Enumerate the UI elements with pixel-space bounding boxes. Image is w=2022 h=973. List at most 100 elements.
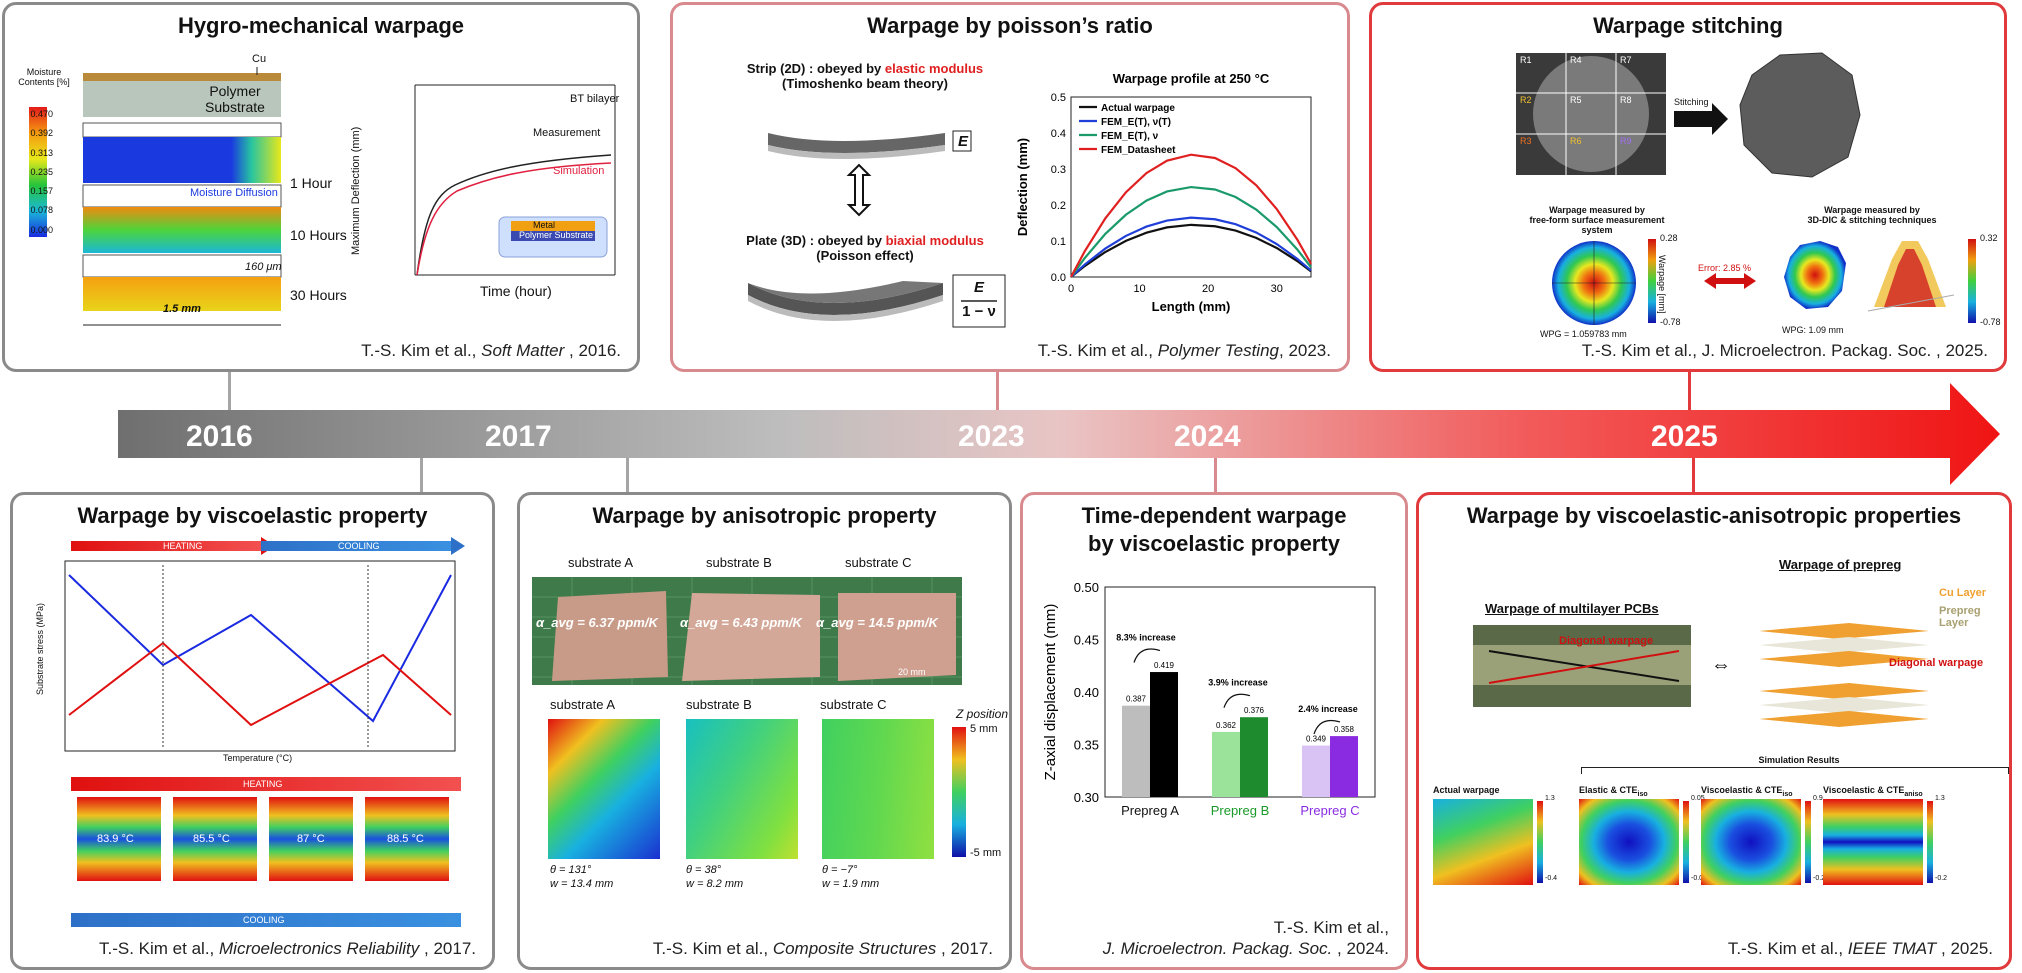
substrate-C-label: substrate C (845, 555, 912, 570)
theta-w-A: θ = 131° w = 13.4 mm (550, 864, 614, 890)
y-axis-label: Z-axial displacement (mm) (1042, 604, 1059, 781)
simulation-results-label: Simulation Results (1758, 755, 1840, 765)
temperature-x-label: Temperature (°C) (223, 753, 293, 763)
heating-bar (71, 777, 461, 791)
panel-title: Warpage by viscoelastic property (77, 503, 428, 528)
increase-arrow (1313, 719, 1341, 735)
heating-bar-label: HEATING (243, 779, 283, 789)
m1-bottom-value: -0.78 (1660, 317, 1681, 327)
category-label: Prepreg C (1300, 803, 1359, 818)
scale-bar-label: 20 mm (898, 667, 926, 677)
z-displacement-chart: 0.30 0.35 0.40 0.45 0.50 Z-axial displacement… (1042, 580, 1376, 818)
y-tick-label: 0.5 (1051, 92, 1066, 104)
sim-colorbar-bottom: -0.2 (1813, 875, 1826, 882)
y-tick-label: 0.35 (1074, 738, 1099, 753)
connector (420, 458, 423, 492)
bar (1330, 736, 1358, 797)
chart-title: Warpage profile at 250 °C (1113, 71, 1270, 86)
x-tick-label: 20 (1202, 283, 1214, 295)
heat-temp-4: 88.5 °C (387, 833, 424, 845)
z-map-B (686, 719, 798, 859)
m2-bottom-value: -0.78 (1980, 317, 2001, 327)
substrate-photo (532, 577, 962, 685)
year-2016: 2016 (186, 420, 253, 453)
legend-entry: Actual warpage (1101, 103, 1175, 114)
y-tick-label: 0.4 (1051, 128, 1066, 140)
bar (1302, 745, 1330, 797)
x-tick-label: 10 (1133, 283, 1145, 295)
x-axis-label: Length (mm) (1152, 299, 1231, 314)
increase-annotation: 8.3% increase (1116, 633, 1176, 643)
heat-temp-2: 85.5 °C (193, 833, 230, 845)
sim-colorbar (1927, 801, 1933, 883)
bar (1240, 717, 1268, 797)
svg-text:⇔: ⇔ (1711, 654, 1731, 676)
hour-label-10: 10 Hours (290, 227, 347, 243)
x-tick-label: 0 (1068, 283, 1074, 295)
multilayer-title: Warpage of multilayer PCBs (1485, 601, 1659, 616)
heating-warpage-map (269, 797, 353, 881)
sim-colorbar (1805, 801, 1811, 883)
heating-label: HEATING (163, 541, 203, 551)
panel-poisson-ratio: Warpage by poisson’s ratio Strip (2D) : … (670, 2, 1350, 372)
x-axis-label: Time (hour) (480, 283, 552, 299)
z-top: 5 mm (970, 723, 998, 735)
pcb-prepreg-figure: ⇔ (1473, 623, 1929, 727)
sim-map-label: Viscoelastic & CTEiso (1701, 785, 1793, 798)
strip-text: Strip (2D) : obeyed by elastic modulus (T… (746, 61, 984, 91)
y-tick-label: 0.1 (1051, 236, 1066, 248)
theta-w-C: θ = −7° w = 1.9 mm (822, 864, 880, 890)
citation: T.-S. Kim et al., Soft Matter , 2016. (361, 340, 621, 360)
heating-warpage-map (77, 797, 161, 881)
panel-viscoelastic-anisotropic: Warpage by viscoelastic-anisotropic prop… (1416, 492, 2012, 970)
citation: T.-S. Kim et al., Polymer Testing, 2023. (1037, 340, 1331, 360)
panel-title-2: by viscoelastic property (1088, 531, 1340, 556)
increase-arrow (1133, 648, 1161, 663)
moisture-diffusion-label: Moisture Diffusion (190, 187, 278, 199)
panel-title: Hygro-mechanical warpage (177, 13, 465, 38)
sim-warpage-map (1701, 799, 1801, 885)
biaxial-denominator: 1 − ν (962, 303, 996, 320)
region-label-R6: R6 (1570, 136, 1582, 146)
citation: T.-S. Kim et al., J. Microelectron. Packa… (1102, 917, 1389, 958)
measurement-label: Measurement (533, 127, 601, 139)
increase-annotation: 3.9% increase (1208, 678, 1268, 688)
connector (996, 372, 999, 410)
legend-entry: FEM_E(T), ν(T) (1101, 117, 1171, 128)
region-label-R5: R5 (1570, 95, 1582, 105)
series-line (1070, 223, 1312, 278)
theta-w-B: θ = 38° w = 8.2 mm (686, 864, 744, 890)
increase-arrow (1223, 693, 1251, 708)
panel-title-1: Time-dependent warpage (1081, 503, 1347, 528)
sim-colorbar-top: 1.3 (1935, 795, 1945, 802)
panel-title: Warpage by poisson’s ratio (867, 13, 1153, 38)
substrate-A-label: substrate A (568, 555, 634, 570)
prepreg-title: Warpage of prepreg (1779, 557, 1902, 572)
hour-label-30: 30 Hours (290, 287, 347, 303)
y-tick-label: 0.30 (1074, 790, 1099, 805)
m1-top-value: 0.28 (1660, 233, 1678, 243)
panel-title: Warpage by anisotropic property (592, 503, 937, 528)
moisture-legend-title: Moisture Contents [%] (18, 67, 70, 87)
connector (1688, 372, 1691, 410)
alpha-A: α_avg = 6.37 ppm/K (536, 615, 658, 630)
sim-colorbar-bottom: -0.2 (1935, 875, 1948, 882)
heating-warpage-map (173, 797, 257, 881)
modulus-E: E (958, 133, 969, 150)
sim-colorbar-bottom: -0.4 (1545, 875, 1558, 882)
m1-wpg: WPG = 1.059783 mm (1540, 329, 1627, 339)
stitching-figure (1516, 52, 1976, 325)
thickness-label: 160 μm (245, 261, 282, 273)
y-axis-label: Maximum Deflection (mm) (350, 126, 362, 255)
substrate-C-label-2: substrate C (820, 697, 887, 712)
sim-map-label: Elastic & CTEiso (1579, 785, 1648, 798)
z-colorbar (952, 727, 966, 857)
legend-entry: FEM_E(T), ν (1101, 131, 1159, 142)
region-label-R7: R7 (1620, 55, 1632, 65)
y-tick-label: 0.40 (1074, 685, 1099, 700)
connector (1692, 458, 1695, 492)
bar (1150, 672, 1178, 797)
connector (1214, 458, 1217, 492)
citation: T.-S. Kim et al., Microelectronics Relia… (99, 938, 476, 958)
